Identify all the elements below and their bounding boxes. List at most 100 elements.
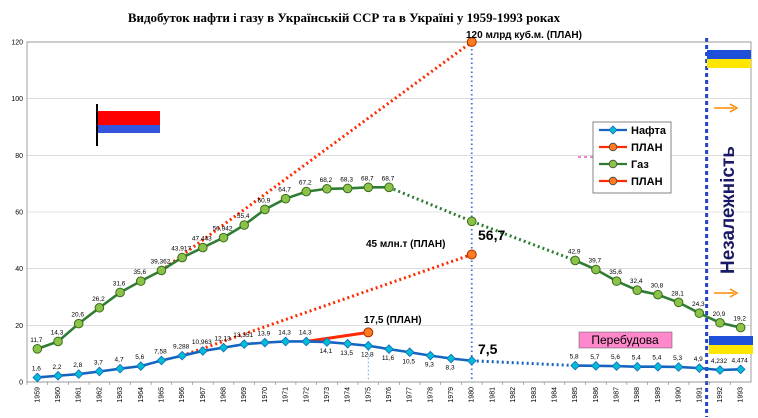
oil-data-label: 3,7 <box>94 360 103 367</box>
x-tick-label: 1966 <box>179 387 186 403</box>
oil-marker <box>735 364 746 375</box>
ukraine-flag-yellow <box>707 59 751 68</box>
oil-data-label: 11,6 <box>382 355 395 362</box>
x-tick-label: 1970 <box>262 387 269 403</box>
oil-marker <box>218 342 229 353</box>
gas-marker <box>611 276 622 286</box>
oil-data-label: 4,474 <box>732 357 749 364</box>
gas-marker <box>260 204 270 215</box>
oil-marker <box>197 346 208 356</box>
oil-data-label: 5,4 <box>632 355 641 362</box>
gas-data-label: 26,2 <box>92 296 105 303</box>
gas-marker <box>239 220 249 230</box>
x-tick-label: 1968 <box>221 387 228 403</box>
x-tick-label: 1977 <box>407 387 414 403</box>
oil-marker <box>260 337 270 348</box>
oil-marker <box>73 369 84 379</box>
annotation-gas-1980: 56,7 <box>478 227 505 243</box>
gas-data-label: 60,9 <box>258 197 271 204</box>
gas-data-label: 20,6 <box>71 312 84 319</box>
oil-data-label: 5,6 <box>611 354 620 361</box>
oil-marker <box>673 362 684 372</box>
plan-line-segment <box>306 330 369 343</box>
oil-data-label: 4,9 <box>694 356 703 363</box>
oil-data-label: 1,6 <box>32 365 41 372</box>
y-tick-label: 0 <box>19 380 23 387</box>
gas-data-label: 39,7 <box>589 258 602 265</box>
oil-data-label: 9,288 <box>173 344 190 351</box>
oil-data-label: 10,5 <box>402 358 415 365</box>
oil-data-label: 12,13 <box>214 336 231 343</box>
gas-data-label: 31,6 <box>113 280 126 287</box>
oil-marker <box>135 361 146 371</box>
gas-data-label: 43,917 <box>171 246 191 253</box>
gas-marker <box>715 317 725 328</box>
oil-data-label: 12,8 <box>361 352 374 359</box>
oil-marker <box>653 361 663 372</box>
oil-marker <box>239 339 250 350</box>
legend-label: ПЛАН <box>631 142 663 154</box>
legend-diamond-icon <box>608 125 618 135</box>
series-markers <box>32 37 746 383</box>
gas-marker <box>591 264 601 275</box>
oil-marker <box>632 361 643 372</box>
data-labels: 11,7 14,3 20,6 26,2 31,6 35,6 39,36243,91747,4… <box>30 175 748 372</box>
gas-marker <box>673 297 684 308</box>
gas-marker <box>32 344 43 354</box>
gas-data-label: 68,7 <box>382 175 395 182</box>
gas-data-label: 35,6 <box>609 269 622 276</box>
oil-data-label: 2,8 <box>73 362 82 369</box>
gas-data-label: 47,443 <box>192 236 212 243</box>
axes: 0 20 40 60 80 100 120 1959 1960 1961 1962 1963 1964 1… <box>11 40 752 403</box>
x-tick-label: 1963 <box>117 387 124 403</box>
oil-marker <box>94 366 105 377</box>
x-tick-label: 1971 <box>283 387 290 403</box>
gas-data-label: 28,1 <box>671 290 684 297</box>
gas-data-label: 64,7 <box>278 187 291 194</box>
x-tick-label: 1961 <box>76 387 83 403</box>
y-tick-label: 40 <box>15 266 23 273</box>
gas-data-label: 24,3 <box>692 301 705 308</box>
oil-data-label: 5,6 <box>135 354 144 361</box>
legend-label: Газ <box>631 159 649 171</box>
annotation-gas-plan: 120 млрд куб.м. (ПЛАН) <box>466 29 582 41</box>
legend-label: ПЛАН <box>631 176 663 188</box>
gas-marker <box>735 322 746 333</box>
ussr-flag-blue-stripe <box>97 125 160 133</box>
arrowhead-icon <box>729 103 739 113</box>
x-tick-label: 1962 <box>96 387 103 403</box>
gas-marker <box>177 252 187 263</box>
gas-marker <box>73 318 84 329</box>
annotation-oil-1980: 7,5 <box>478 341 498 357</box>
y-tick-label: 80 <box>15 153 23 160</box>
oil-marker <box>446 353 456 364</box>
oil-line-segment <box>471 359 576 368</box>
gas-data-label: 11,7 <box>30 337 43 344</box>
oil-marker <box>156 355 167 366</box>
oil-data-label: 5,4 <box>652 355 661 362</box>
y-tick-label: 120 <box>11 40 23 47</box>
legend-circle-icon <box>608 176 618 186</box>
y-tick-label: 60 <box>15 210 23 217</box>
x-tick-label: 1988 <box>634 387 641 403</box>
oil-data-label: 14,3 <box>278 329 291 336</box>
x-tick-label: 1987 <box>614 387 621 403</box>
oil-data-label: 14,3 <box>299 329 312 336</box>
gas-data-label: 19,2 <box>733 316 746 323</box>
gas-marker <box>653 289 663 300</box>
oil-marker <box>425 350 436 361</box>
x-tick-label: 1979 <box>448 387 455 403</box>
oil-marker <box>404 347 415 358</box>
x-tick-label: 1982 <box>510 387 517 403</box>
oil-marker <box>177 350 188 361</box>
oil-data-label: 4,232 <box>711 358 728 365</box>
gas-data-label: 42,9 <box>568 248 581 255</box>
gas-data-label: 67,2 <box>299 180 312 187</box>
y-tick-label: 20 <box>15 323 23 330</box>
plan-lines <box>160 40 473 358</box>
x-tick-label: 1993 <box>738 387 745 403</box>
x-tick-label: 1991 <box>696 387 703 403</box>
gas-marker <box>694 308 705 318</box>
gas-data-label: 20,9 <box>713 311 726 318</box>
